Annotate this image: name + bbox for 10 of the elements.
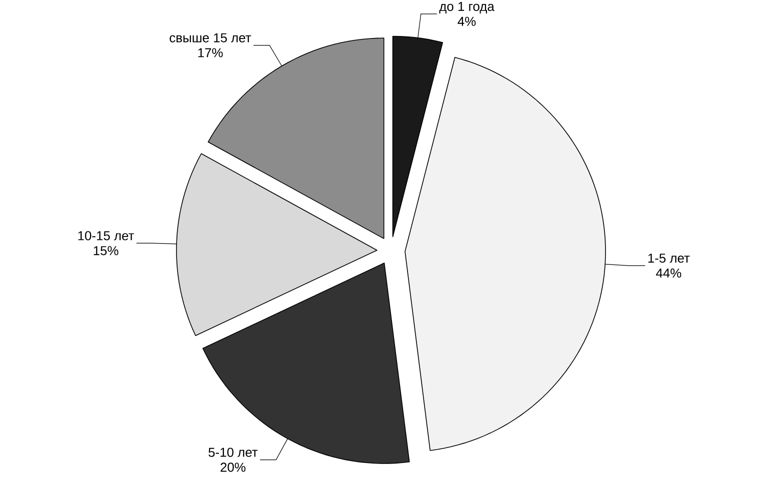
data-label: 4% <box>458 17 476 26</box>
data-label: 44% <box>656 268 682 278</box>
data-label: 20% <box>220 462 246 472</box>
data-label: 17% <box>198 48 223 58</box>
data-label: 15% <box>94 246 118 256</box>
slice-label: 5-10 лет <box>208 448 258 458</box>
slice-label: 1-5 лет <box>648 254 690 263</box>
slice-label: до 1 года <box>439 2 494 14</box>
slice-label: свыше 15 лет <box>170 33 252 43</box>
slice-label: 10-15 лет <box>78 231 134 240</box>
